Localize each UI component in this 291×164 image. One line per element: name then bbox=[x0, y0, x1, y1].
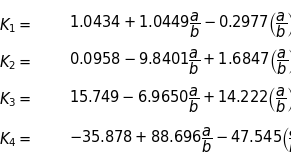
Text: $15.749 - 6.9650\dfrac{a}{b} + 14.222\left(\dfrac{a}{b}\right)^{\!2}$: $15.749 - 6.9650\dfrac{a}{b} + 14.222\le… bbox=[69, 85, 291, 114]
Text: $K_3 =$: $K_3 =$ bbox=[0, 90, 31, 109]
Text: $K_2 =$: $K_2 =$ bbox=[0, 53, 31, 72]
Text: $K_4 =$: $K_4 =$ bbox=[0, 131, 31, 149]
Text: $-35.878 + 88.696\dfrac{a}{b} - 47.545\left(\dfrac{a}{b}\right)^{\!2}$: $-35.878 + 88.696\dfrac{a}{b} - 47.545\l… bbox=[69, 125, 291, 155]
Text: $0.0958 - 9.8401\dfrac{a}{b} + 1.6847\left(\dfrac{a}{b}\right)^{\!2}$: $0.0958 - 9.8401\dfrac{a}{b} + 1.6847\le… bbox=[69, 48, 291, 77]
Text: $K_1 =$: $K_1 =$ bbox=[0, 16, 31, 35]
Text: $1.0434 + 1.0449\dfrac{a}{b} - 0.2977\left(\dfrac{a}{b}\right)^{\!2}$: $1.0434 + 1.0449\dfrac{a}{b} - 0.2977\le… bbox=[69, 11, 291, 40]
